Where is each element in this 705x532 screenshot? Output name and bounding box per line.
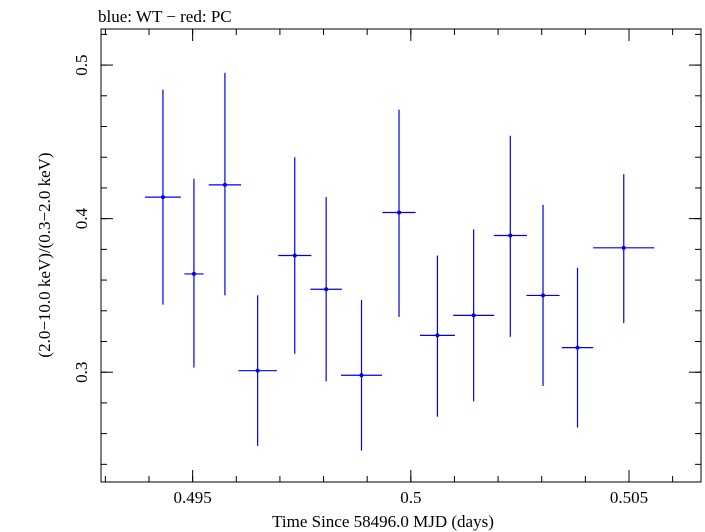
y-tick-label: 0.4: [72, 208, 91, 230]
data-marker: [324, 287, 329, 292]
data-marker: [575, 345, 580, 350]
y-tick-label: 0.5: [72, 54, 91, 75]
data-point: [341, 300, 383, 451]
data-point: [145, 89, 181, 305]
axis-ticks: [101, 29, 701, 482]
x-tick-label: 0.495: [174, 488, 212, 507]
chart-title: blue: WT − red: PC: [98, 7, 232, 26]
data-marker: [255, 368, 260, 373]
data-point: [593, 174, 655, 324]
y-axis-label: (2.0−10.0 keV)/(0.3−2.0 keV): [35, 152, 54, 357]
y-tick-label: 0.3: [72, 362, 91, 383]
axis-tick-labels: 0.495 0.5 0.505 0.3 0.4 0.5: [72, 54, 648, 507]
x-tick-label: 0.505: [610, 488, 648, 507]
data-point: [493, 135, 527, 337]
data-point: [184, 178, 204, 368]
plot-frame: [100, 28, 702, 483]
x-tick-label: 0.5: [400, 488, 421, 507]
data-marker: [160, 195, 165, 200]
data-point: [310, 197, 342, 382]
data-marker: [508, 233, 513, 238]
data-marker: [222, 182, 227, 187]
data-point: [419, 255, 455, 417]
data-point: [278, 157, 312, 354]
data-marker: [191, 271, 196, 276]
data-point: [208, 72, 242, 296]
data-marker: [359, 373, 364, 378]
data-point: [382, 109, 416, 317]
data-point: [238, 295, 277, 446]
data-point: [453, 229, 495, 402]
data-marker: [292, 253, 297, 258]
data-marker: [541, 293, 546, 298]
data-marker: [621, 245, 626, 250]
data-marker: [435, 333, 440, 338]
data-series: [145, 72, 655, 451]
data-point: [561, 267, 594, 428]
x-axis-label: Time Since 58496.0 MJD (days): [272, 512, 494, 531]
data-marker: [471, 313, 476, 318]
data-point: [526, 204, 560, 387]
data-marker: [397, 210, 402, 215]
